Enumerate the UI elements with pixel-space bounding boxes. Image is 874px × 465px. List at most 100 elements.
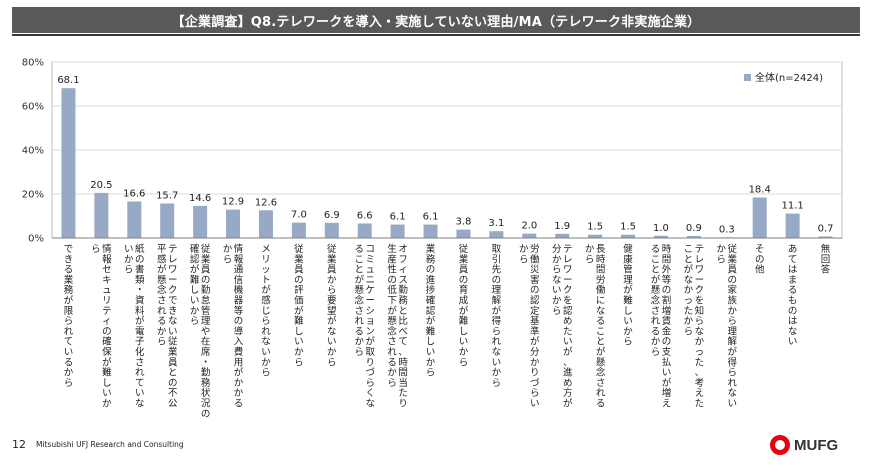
mufg-logo-text: MUFG [794, 436, 839, 454]
legend-swatch [744, 74, 751, 81]
x-tick-label: あてはまるものはない [788, 244, 798, 348]
data-label: 1.9 [554, 221, 570, 232]
x-tick-label: 長時間労働になることが懸念される [596, 244, 606, 410]
x-tick-label: コミュニケーションが取りづらくな [365, 244, 375, 410]
bar [653, 235, 668, 238]
bar [423, 224, 438, 238]
data-label: 15.7 [156, 190, 178, 201]
mufg-logo: MUFG [770, 435, 838, 455]
data-label: 0.7 [818, 223, 834, 234]
title-underline [12, 34, 860, 36]
x-tick-label: ることが懸念されるから [651, 244, 661, 358]
data-label: 12.6 [255, 197, 277, 208]
x-tick-label: オフィス勤務と比べて、時間当たり [398, 244, 408, 410]
x-tick-label: ことがなかったから [684, 244, 694, 337]
bar [94, 192, 109, 238]
x-tick-label: 確認が難しいから [190, 243, 200, 327]
data-label: 6.6 [357, 210, 373, 221]
bar [324, 222, 339, 238]
x-tick-label: 業務の進捗確認が難しいから [426, 243, 436, 379]
bar [752, 197, 767, 238]
bar [160, 203, 175, 238]
bar [390, 224, 405, 238]
bar [61, 88, 76, 239]
page-title: 【企業調査】Q8.テレワークを導入・実施していない理由/MA（テレワーク非実施企… [12, 7, 860, 33]
y-tick-label: 40% [22, 146, 44, 157]
bar [555, 233, 570, 238]
x-tick-label: 平感が懸念されるから [157, 244, 167, 348]
x-tick-label: 従業員の勤怠管理や在席・勤務状況の [201, 243, 211, 420]
x-tick-label: メリットが感じられないから [261, 244, 271, 379]
y-tick-label: 0% [28, 234, 44, 245]
data-label: 16.6 [123, 188, 145, 199]
data-label: 0.9 [686, 223, 702, 234]
x-tick-label: ら [91, 244, 101, 255]
x-tick-label: テレワークできない従業員との不公 [168, 244, 178, 410]
bar [588, 234, 603, 238]
x-tick-label: 労働災害の認定基準が分かりづらい [530, 243, 540, 410]
x-tick-label: 無回答 [821, 243, 831, 276]
data-label: 1.0 [653, 223, 669, 234]
page-title-text: 【企業調査】Q8.テレワークを導入・実施していない理由/MA（テレワーク非実施企… [171, 14, 701, 30]
bar [522, 233, 537, 238]
data-label: 20.5 [90, 180, 112, 191]
data-label: 1.5 [587, 222, 603, 233]
x-tick-label: ることが懸念されるから [354, 244, 364, 358]
footer-organization: Mitsubishi UFJ Research and Consulting [36, 440, 184, 449]
bar [258, 210, 273, 238]
x-tick-label: 紙の書類・資料が電子化されていな [135, 243, 145, 410]
bar [489, 231, 504, 238]
x-tick-label: テレワークを認めたいが、進め方が [563, 244, 573, 410]
data-label: 6.1 [390, 212, 406, 223]
data-label: 0.3 [719, 224, 735, 235]
x-tick-label: 生産性の低下が懸念されるから [387, 243, 397, 389]
x-tick-label: 従業員から要望がないから [327, 243, 337, 368]
bar-chart: 0% 20% 40% 60% 80% 68.1 できる業務が限られているから 20.5 情報セキ… [22, 58, 843, 420]
x-tick-label: いから [124, 244, 134, 276]
y-tick-label: 20% [22, 190, 44, 201]
data-label: 1.5 [620, 222, 636, 233]
x-tick-label: 分からないから [552, 244, 562, 317]
bar [127, 201, 142, 238]
data-label: 6.9 [324, 210, 340, 221]
y-tick-label: 80% [22, 58, 44, 69]
bar [818, 236, 833, 238]
x-tick-label: 従業員の評価が難しいから [294, 243, 304, 368]
data-label: 11.1 [781, 201, 803, 212]
x-tick-label: から [519, 244, 529, 265]
x-tick-label: 取引先の理解が得られないから [492, 244, 502, 389]
bar [291, 222, 306, 238]
bar [456, 229, 471, 238]
x-tick-label: 情報セキュリティの確保が難しいか [102, 243, 112, 410]
x-tick-label: その他 [755, 244, 765, 276]
legend-label: 全体(n=2424) [755, 71, 823, 84]
x-tick-label: 健康管理が難しいから [623, 243, 633, 348]
data-label: 12.9 [222, 197, 244, 208]
data-label: 14.6 [189, 193, 211, 204]
data-label: 3.1 [488, 218, 504, 229]
mufg-logo-icon [770, 435, 790, 455]
x-tick-label: から [223, 244, 233, 265]
data-label: 68.1 [57, 75, 79, 86]
x-tick-label: 情報通信機器等の導入費用がかかる [234, 243, 244, 410]
data-label: 7.0 [291, 210, 307, 221]
bar [357, 223, 372, 238]
data-label: 3.8 [456, 217, 472, 228]
x-tick-label: 時間外等の割増賃金の支払いが増え [662, 244, 672, 410]
page-number: 12 [12, 438, 26, 451]
data-label: 2.0 [521, 221, 537, 232]
y-tick-label: 60% [22, 102, 44, 113]
data-label: 18.4 [749, 185, 771, 196]
bar [193, 205, 208, 238]
x-tick-label: 従業員の育成が難しいから [459, 243, 469, 368]
x-tick-label: できる業務が限られているから [64, 244, 74, 389]
x-tick-label: テレワークを知らなかった、考えた [695, 244, 705, 410]
x-tick-label: から [717, 244, 727, 265]
bar [621, 234, 636, 238]
bar [785, 213, 800, 238]
data-label: 6.1 [423, 212, 439, 223]
x-tick-label: から [585, 244, 595, 265]
x-tick-label: 従業員の家族から理解が得られない [728, 243, 738, 410]
bar [686, 236, 701, 238]
bar [226, 209, 241, 238]
